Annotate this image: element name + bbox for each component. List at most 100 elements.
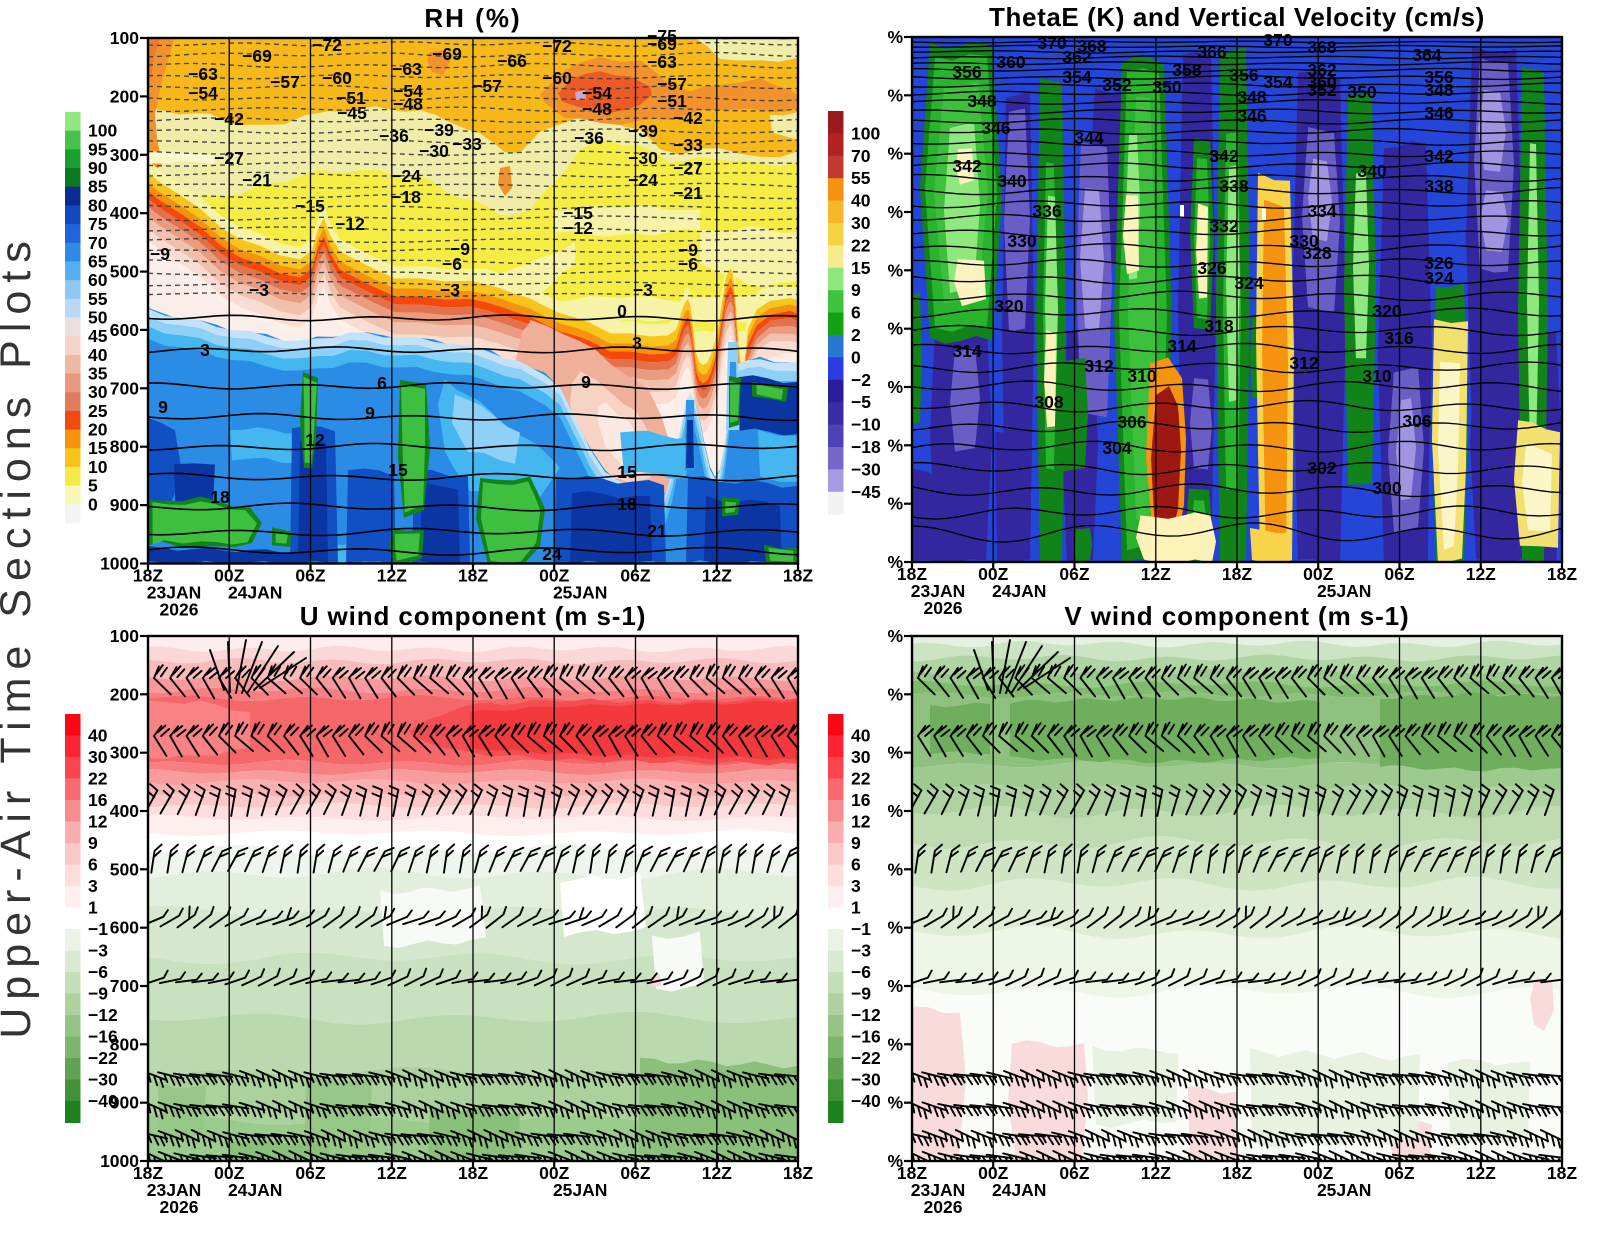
svg-text:352: 352 xyxy=(1102,75,1131,95)
svg-text:1: 1 xyxy=(851,898,861,918)
svg-text:−27: −27 xyxy=(673,158,703,178)
svg-text:324: 324 xyxy=(1234,273,1263,293)
svg-text:12: 12 xyxy=(88,812,108,832)
svg-text:2026: 2026 xyxy=(160,600,199,620)
svg-text:−24: −24 xyxy=(391,166,421,186)
svg-text:−3: −3 xyxy=(851,941,871,961)
svg-text:%: % xyxy=(887,1093,903,1113)
svg-text:−9: −9 xyxy=(678,240,698,260)
svg-text:312: 312 xyxy=(1289,353,1318,373)
svg-text:−1: −1 xyxy=(88,919,108,939)
svg-text:−16: −16 xyxy=(88,1027,118,1047)
svg-text:368: 368 xyxy=(1077,36,1106,56)
svg-text:16: 16 xyxy=(851,790,871,810)
svg-text:9: 9 xyxy=(851,833,861,853)
svg-text:45: 45 xyxy=(88,326,108,346)
svg-text:12Z: 12Z xyxy=(377,1163,407,1183)
svg-text:00Z: 00Z xyxy=(1303,564,1333,584)
svg-text:700: 700 xyxy=(110,378,139,398)
svg-text:25JAN: 25JAN xyxy=(1317,581,1371,601)
svg-text:16: 16 xyxy=(88,790,108,810)
svg-text:%: % xyxy=(887,626,903,646)
svg-text:00Z: 00Z xyxy=(214,566,244,586)
svg-text:−9: −9 xyxy=(150,244,170,264)
svg-text:−48: −48 xyxy=(393,94,423,114)
svg-text:300: 300 xyxy=(110,145,139,165)
svg-text:−22: −22 xyxy=(88,1048,118,1068)
svg-text:18: 18 xyxy=(617,494,637,514)
svg-text:−69: −69 xyxy=(242,46,272,66)
svg-text:%: % xyxy=(887,85,903,105)
svg-text:−30: −30 xyxy=(88,1070,118,1090)
svg-text:−15: −15 xyxy=(563,203,593,223)
svg-text:06Z: 06Z xyxy=(1059,1163,1089,1183)
svg-text:%: % xyxy=(887,801,903,821)
svg-text:%: % xyxy=(887,202,903,222)
svg-text:1: 1 xyxy=(88,898,98,918)
svg-text:15: 15 xyxy=(88,438,108,458)
svg-text:−60: −60 xyxy=(322,68,352,88)
svg-text:−63: −63 xyxy=(188,64,218,84)
svg-text:06Z: 06Z xyxy=(620,1163,650,1183)
svg-text:348: 348 xyxy=(1424,80,1453,100)
svg-text:302: 302 xyxy=(1307,458,1336,478)
svg-text:−48: −48 xyxy=(582,99,612,119)
svg-text:5: 5 xyxy=(88,476,98,496)
svg-text:−63: −63 xyxy=(647,52,677,72)
svg-text:18Z: 18Z xyxy=(133,1163,163,1183)
svg-text:00Z: 00Z xyxy=(978,564,1008,584)
svg-text:−39: −39 xyxy=(628,121,658,141)
svg-text:−3: −3 xyxy=(88,941,108,961)
svg-text:−33: −33 xyxy=(452,134,482,154)
svg-text:22: 22 xyxy=(851,769,871,789)
svg-text:40: 40 xyxy=(851,191,871,211)
svg-text:358: 358 xyxy=(1172,60,1201,80)
svg-text:18Z: 18Z xyxy=(897,564,927,584)
svg-text:−9: −9 xyxy=(450,239,470,259)
svg-text:330: 330 xyxy=(1007,231,1036,251)
svg-text:%: % xyxy=(887,260,903,280)
svg-text:2026: 2026 xyxy=(924,1197,963,1217)
svg-text:−36: −36 xyxy=(574,128,604,148)
svg-text:344: 344 xyxy=(1074,128,1103,148)
svg-text:22: 22 xyxy=(88,769,108,789)
svg-text:25JAN: 25JAN xyxy=(553,1180,607,1200)
svg-text:−54: −54 xyxy=(582,83,612,103)
svg-text:−54: −54 xyxy=(188,83,218,103)
svg-text:−42: −42 xyxy=(673,108,703,128)
svg-text:%: % xyxy=(887,377,903,397)
svg-text:−40: −40 xyxy=(88,1091,118,1111)
svg-text:−9: −9 xyxy=(88,984,108,1004)
svg-text:−22: −22 xyxy=(851,1048,881,1068)
svg-text:−39: −39 xyxy=(424,120,454,140)
svg-text:30: 30 xyxy=(851,213,871,233)
svg-text:346: 346 xyxy=(1237,106,1266,126)
svg-text:−60: −60 xyxy=(542,68,572,88)
svg-text:75: 75 xyxy=(88,214,108,234)
svg-text:24JAN: 24JAN xyxy=(992,1180,1046,1200)
svg-text:12Z: 12Z xyxy=(1466,564,1496,584)
svg-text:−16: −16 xyxy=(851,1027,881,1047)
svg-text:12Z: 12Z xyxy=(1466,1163,1496,1183)
svg-text:10: 10 xyxy=(88,457,108,477)
svg-text:0: 0 xyxy=(617,301,627,321)
svg-text:350: 350 xyxy=(1152,77,1181,97)
svg-text:320: 320 xyxy=(1372,301,1401,321)
svg-text:%: % xyxy=(887,435,903,455)
svg-text:338: 338 xyxy=(1424,176,1453,196)
svg-text:−45: −45 xyxy=(337,103,367,123)
svg-text:%: % xyxy=(887,552,903,572)
svg-text:600: 600 xyxy=(110,320,139,340)
svg-text:06Z: 06Z xyxy=(1384,564,1414,584)
svg-text:23JAN: 23JAN xyxy=(147,1180,201,1200)
svg-text:06Z: 06Z xyxy=(620,566,650,586)
svg-text:308: 308 xyxy=(1034,392,1063,412)
svg-text:25: 25 xyxy=(88,401,108,421)
svg-text:−3: −3 xyxy=(440,280,460,300)
svg-text:348: 348 xyxy=(1237,87,1266,107)
svg-text:12: 12 xyxy=(851,812,871,832)
svg-text:−72: −72 xyxy=(312,35,342,55)
svg-text:400: 400 xyxy=(110,801,139,821)
svg-text:304: 304 xyxy=(1102,438,1131,458)
svg-text:3: 3 xyxy=(88,876,98,896)
